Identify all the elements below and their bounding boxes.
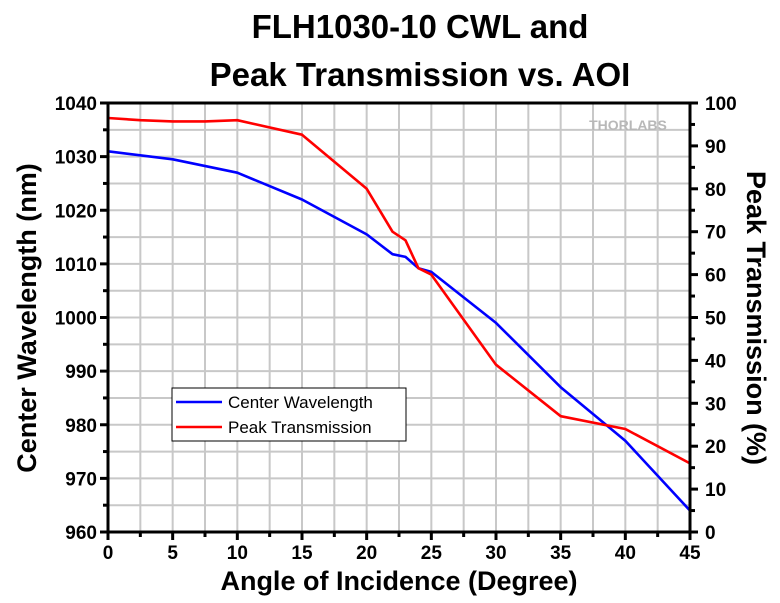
y2-tick-labels: 0 10 20 30 40 50 60 70 80 90 100	[705, 94, 737, 544]
y2-tick-label: 40	[705, 351, 726, 372]
x-tick-label: 0	[103, 543, 114, 564]
y-axis-label: Center Wavelength (nm)	[12, 163, 42, 473]
legend-label-center-wavelength: Center Wavelength	[228, 393, 373, 412]
x-tick-label: 35	[550, 543, 572, 564]
y2-tick-label: 0	[705, 523, 716, 544]
y2-tick-label: 80	[705, 180, 726, 201]
thorlabs-watermark: THORLABS	[589, 117, 667, 133]
series-line-peak-transmission	[107, 116, 691, 465]
y-tick-label: 980	[65, 416, 97, 437]
legend: Center Wavelength Peak Transmission	[171, 387, 407, 442]
grid	[108, 103, 690, 532]
series-line-center-wavelength	[107, 150, 691, 512]
axes	[100, 101, 698, 540]
y-tick-label: 990	[65, 362, 97, 383]
y-tick-label: 1010	[55, 255, 97, 276]
x-tick-label: 30	[485, 543, 506, 564]
x-tick-label: 25	[421, 543, 443, 564]
legend-label-peak-transmission: Peak Transmission	[228, 418, 372, 437]
legend-box	[171, 387, 407, 442]
y2-tick-label: 60	[705, 266, 726, 287]
series-lines	[107, 116, 691, 512]
y2-tick-label: 90	[705, 137, 726, 158]
x-tick-label: 45	[679, 543, 701, 564]
y2-axis-label: Peak Transmission (%)	[741, 171, 771, 465]
x-tick-label: 40	[615, 543, 636, 564]
y-tick-label: 1030	[55, 148, 97, 169]
y-tick-label: 1020	[55, 201, 97, 222]
y2-tick-label: 70	[705, 223, 726, 244]
y-tick-label: 970	[65, 469, 97, 490]
y2-tick-label: 30	[705, 394, 726, 415]
y2-tick-label: 10	[705, 480, 726, 501]
x-axis-label: Angle of Incidence (Degree)	[220, 566, 577, 596]
y2-tick-label: 20	[705, 437, 726, 458]
y2-tick-label: 100	[705, 94, 737, 115]
x-tick-labels: 0 5 10 15 20 25 30 35 40 45	[103, 543, 701, 564]
y-tick-label: 960	[65, 523, 97, 544]
x-tick-label: 10	[227, 543, 248, 564]
chart-title-line-1: FLH1030-10 CWL and	[252, 8, 589, 45]
y-tick-label: 1000	[55, 309, 97, 330]
y2-tick-label: 50	[705, 309, 726, 330]
x-tick-label: 15	[291, 543, 313, 564]
x-tick-label: 5	[167, 543, 178, 564]
y-tick-labels: 960 970 980 990 1000 1010 1020 1030 1040	[55, 94, 97, 544]
chart-title-line-2: Peak Transmission vs. AOI	[210, 56, 631, 93]
x-tick-label: 20	[356, 543, 377, 564]
y-tick-label: 1040	[55, 94, 97, 115]
